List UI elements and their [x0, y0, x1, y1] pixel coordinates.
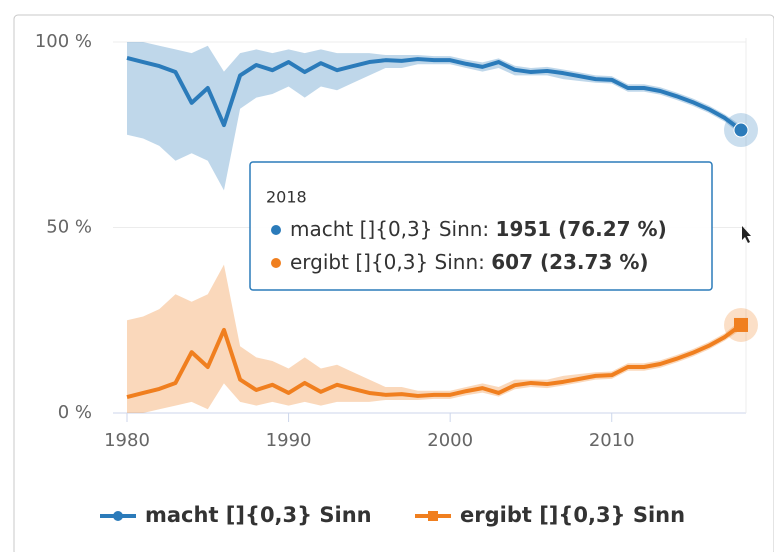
y-tick-label: 100 %: [35, 31, 92, 52]
tooltip-box: [249, 161, 713, 291]
x-tick-label: 1990: [266, 430, 312, 451]
legend-label: macht []{0,3} Sinn: [145, 503, 372, 527]
tooltip-title: 2018: [266, 188, 307, 207]
hover-marker: [734, 317, 748, 332]
tooltip-item: ergibt []{0,3} Sinn: 607 (23.73 %): [290, 250, 649, 274]
tooltip: 2018 macht []{0,3} Sinn: 1951 (76.27 %) …: [249, 161, 713, 291]
hover-marker: [733, 122, 749, 138]
plot-area: 0 % 50 % 100 % 1980 1990 2000 2010 macht []{0,3…: [35, 31, 758, 527]
tooltip-dot: [271, 258, 281, 268]
legend-label: ergibt []{0,3} Sinn: [460, 503, 685, 527]
tooltip-value: 1951 (76.27 %): [496, 217, 667, 241]
tooltip-label: ergibt []{0,3} Sinn:: [290, 250, 485, 274]
x-tick-label: 1980: [104, 430, 150, 451]
tooltip-value: 607 (23.73 %): [491, 250, 648, 274]
tooltip-label: macht []{0,3} Sinn:: [290, 217, 489, 241]
legend-marker: [428, 511, 438, 521]
y-tick-label: 0 %: [58, 402, 92, 423]
tooltip-item: macht []{0,3} Sinn: 1951 (76.27 %): [290, 217, 667, 241]
series-line: [126, 56, 743, 132]
tooltip-dot: [271, 225, 281, 235]
series-line: [126, 323, 743, 399]
legend-marker: [113, 511, 123, 521]
y-tick-label: 50 %: [46, 217, 92, 238]
cursor: [742, 226, 751, 243]
x-tick-label: 2010: [589, 430, 635, 451]
x-tick-label: 2000: [427, 430, 473, 451]
